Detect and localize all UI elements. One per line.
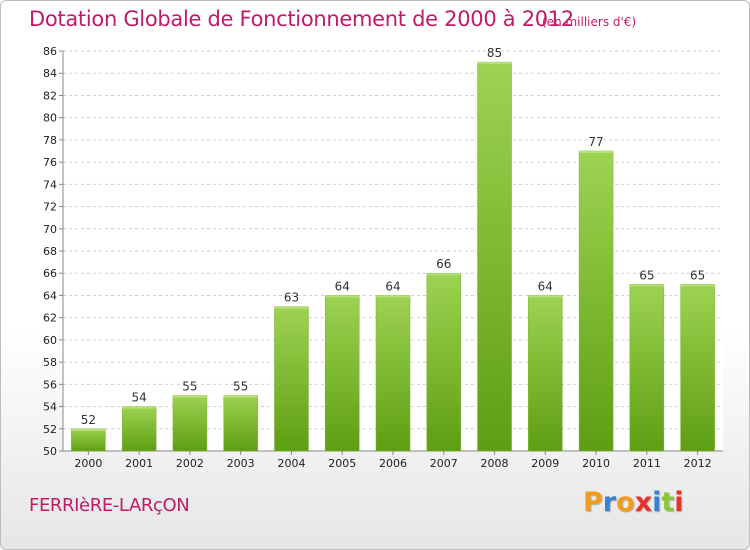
- y-tick-label: 82: [43, 89, 57, 102]
- data-label: 54: [132, 391, 147, 405]
- data-label: 63: [284, 291, 299, 305]
- x-tick-label: 2010: [582, 457, 610, 470]
- logo-letter: i: [674, 487, 684, 518]
- bar-highlight: [122, 406, 157, 409]
- y-tick-label: 60: [43, 334, 57, 347]
- logo-letter: i: [652, 487, 662, 518]
- data-label: 52: [81, 413, 96, 427]
- x-tick-label: 2012: [684, 457, 712, 470]
- data-label: 65: [690, 268, 705, 282]
- bar: [375, 295, 411, 452]
- y-tick-label: 76: [43, 156, 57, 169]
- data-label: 55: [182, 379, 197, 393]
- x-tick-label: 2007: [430, 457, 458, 470]
- y-tick-label: 52: [43, 423, 57, 436]
- x-tick-label: 2008: [481, 457, 509, 470]
- bar: [680, 284, 715, 452]
- bar-highlight: [325, 295, 360, 298]
- x-tick-label: 2005: [328, 457, 356, 470]
- bar: [426, 272, 462, 452]
- logo-letter: P: [583, 487, 603, 518]
- bar: [477, 61, 512, 452]
- x-tick-label: 2000: [74, 457, 102, 470]
- y-tick-label: 72: [43, 201, 57, 214]
- y-tick-label: 78: [43, 134, 57, 147]
- x-tick-label: 2004: [277, 457, 305, 470]
- x-tick-label: 2001: [125, 457, 153, 470]
- bar-highlight: [680, 284, 715, 287]
- bar: [223, 395, 258, 452]
- y-tick-label: 56: [43, 378, 57, 391]
- proxiti-logo: Proxiti: [583, 487, 684, 518]
- data-label: 64: [335, 279, 350, 293]
- bar-highlight: [71, 428, 106, 431]
- y-tick-label: 74: [43, 178, 57, 191]
- y-tick-label: 86: [43, 45, 57, 58]
- y-tick-label: 80: [43, 112, 57, 125]
- x-tick-label: 2009: [531, 457, 559, 470]
- bar-highlight: [579, 151, 614, 153]
- x-tick-label: 2003: [227, 457, 255, 470]
- data-label: 64: [538, 279, 553, 293]
- logo-letter: o: [616, 487, 635, 518]
- data-label: 85: [487, 46, 502, 60]
- data-label: 66: [436, 257, 451, 271]
- y-tick-label: 84: [43, 67, 57, 80]
- y-tick-label: 68: [43, 245, 57, 258]
- data-label: 65: [639, 268, 654, 282]
- data-label: 55: [233, 379, 248, 393]
- bar-highlight: [376, 295, 410, 298]
- x-tick-label: 2006: [379, 457, 407, 470]
- data-label: 64: [385, 279, 400, 293]
- x-tick-label: 2011: [633, 457, 661, 470]
- bar-highlight: [426, 273, 461, 276]
- logo-letter: x: [634, 487, 653, 518]
- bar: [629, 284, 665, 452]
- y-tick-label: 64: [43, 289, 57, 302]
- y-tick-label: 70: [43, 223, 57, 236]
- y-tick-label: 58: [43, 356, 57, 369]
- y-tick-label: 66: [43, 267, 57, 280]
- x-tick-label: 2002: [176, 457, 204, 470]
- bar-highlight: [172, 395, 207, 398]
- bar: [121, 406, 157, 452]
- bar: [274, 306, 309, 452]
- y-tick-label: 62: [43, 312, 57, 325]
- chart-subtitle: (en milliers d'€): [542, 15, 637, 29]
- bar-highlight: [528, 295, 563, 298]
- data-label: 77: [588, 135, 603, 149]
- logo-letter: r: [602, 487, 617, 518]
- chart-title: Dotation Globale de Fonctionnement de 20…: [29, 7, 574, 31]
- commune-name: FERRIèRE-LARçON: [29, 495, 190, 516]
- bar: [324, 295, 360, 452]
- bar: [172, 395, 208, 452]
- bar: [578, 150, 614, 452]
- bar-highlight: [477, 62, 512, 65]
- y-tick-label: 54: [43, 401, 57, 414]
- bar-highlight: [223, 395, 258, 398]
- y-tick-label: 50: [43, 445, 57, 458]
- bar-highlight: [274, 306, 309, 309]
- bar: [528, 295, 563, 452]
- bar-highlight: [629, 284, 664, 287]
- bar: [71, 428, 106, 452]
- logo-letter: t: [661, 487, 675, 518]
